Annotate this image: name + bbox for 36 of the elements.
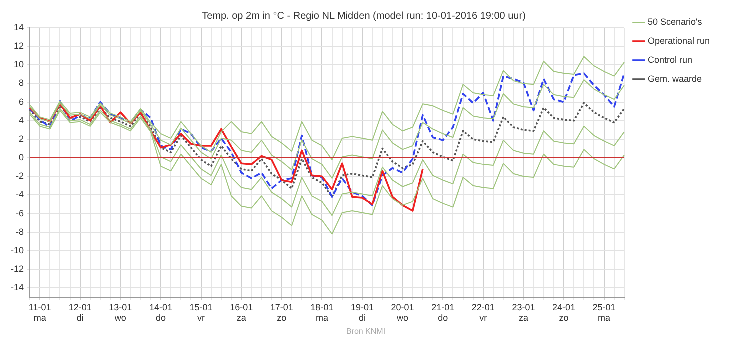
y-tick-label: 4 bbox=[18, 115, 24, 126]
y-tick-label: 6 bbox=[18, 96, 24, 107]
x-tick-label: 18-01 ma bbox=[310, 302, 334, 324]
y-tick-label: 14 bbox=[14, 22, 24, 32]
y-tick-label: 0 bbox=[18, 152, 24, 163]
legend-label: Operational run bbox=[648, 36, 710, 46]
y-tick-label: -8 bbox=[16, 226, 24, 237]
x-tick-label: 12-01 di bbox=[68, 302, 92, 324]
x-tick-label: 21-01 do bbox=[432, 302, 455, 324]
y-tick-label: -2 bbox=[16, 171, 24, 182]
text: Bron KNMI bbox=[345, 326, 387, 338]
y-tick-label: -6 bbox=[16, 208, 24, 218]
y-tick-label: 8 bbox=[18, 78, 24, 88]
y-tick-label: 2 bbox=[18, 134, 24, 144]
x-tick-label: 19-01 di bbox=[350, 302, 374, 324]
legend-label: Gem. waarde bbox=[648, 74, 702, 84]
x-tick-label: 25-01 ma bbox=[592, 302, 616, 324]
y-tick-label: -10 bbox=[10, 245, 24, 256]
y-tick-label: -12 bbox=[10, 264, 24, 274]
x-tick-label: 24-01 zo bbox=[552, 302, 576, 324]
x-tick-label: 17-01 zo bbox=[270, 302, 294, 324]
x-tick-label: 14-01 do bbox=[149, 302, 173, 324]
y-tick-label: 10 bbox=[14, 60, 24, 70]
legend-label: 50 Scenario's bbox=[648, 16, 703, 27]
chart-title: Temp. op 2m in °C - Regio NL Midden (model run: 10-01-2016 19:00 uur) bbox=[202, 10, 526, 22]
x-tick-label: 13-01 wo bbox=[109, 302, 132, 324]
y-tick-label: -14 bbox=[10, 282, 24, 293]
y-tick-label: 12 bbox=[14, 41, 24, 52]
x-tick-label: 23-01 za bbox=[512, 302, 536, 324]
x-tick-label: 11-01 ma bbox=[28, 302, 52, 324]
x-tick-label: 16-01 za bbox=[230, 302, 254, 324]
legend-label: Control run bbox=[648, 54, 692, 65]
x-tick-label: 15-01 vr bbox=[190, 302, 213, 324]
x-tick-label: 20-01 wo bbox=[391, 302, 414, 324]
x-tick-label: 22-01 vr bbox=[472, 302, 495, 324]
y-tick-label: -4 bbox=[16, 190, 24, 200]
